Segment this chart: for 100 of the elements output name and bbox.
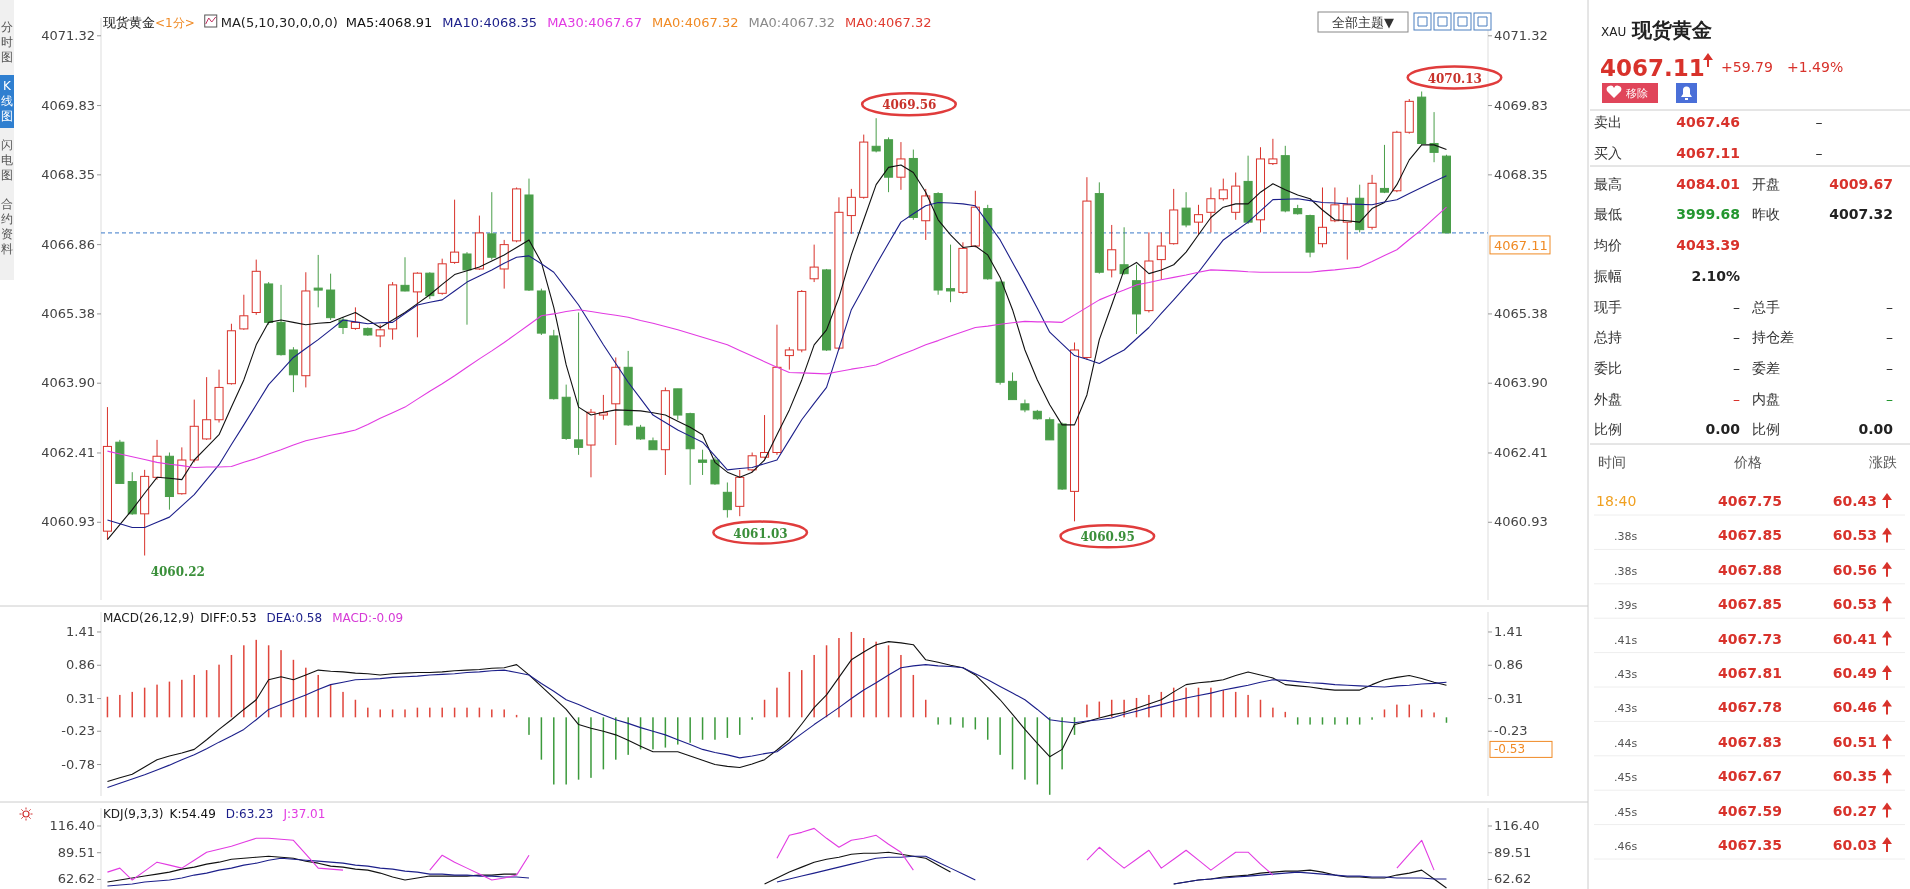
candlestick xyxy=(1330,187,1340,223)
text: .45s xyxy=(1614,805,1638,819)
text: MA30:4067.67 xyxy=(547,15,642,30)
y-tick-label: 4068.35 xyxy=(41,166,95,182)
text: 4084.01 xyxy=(1676,176,1740,192)
text: 买入 xyxy=(1594,145,1622,161)
text: K线图 xyxy=(1,79,13,123)
text: 60.56 xyxy=(1832,561,1877,578)
y2-tick-label: 0.31 xyxy=(1494,690,1523,706)
text: 闪电图 xyxy=(1,138,13,182)
text: 卖出 xyxy=(1594,114,1622,130)
text: .45s xyxy=(1614,771,1638,785)
text: – xyxy=(1886,329,1893,345)
candlestick xyxy=(896,141,906,191)
candlestick xyxy=(202,376,212,441)
text: 合约资料 xyxy=(1,197,13,256)
text: 4067.85 xyxy=(1718,527,1782,544)
annotation: 4070.13 xyxy=(1427,71,1482,86)
text: 涨跌 xyxy=(1869,454,1897,470)
candlestick xyxy=(350,306,360,331)
text: 60.51 xyxy=(1832,733,1877,750)
annotation: 4069.56 xyxy=(882,98,937,113)
text: 4067.73 xyxy=(1718,630,1782,647)
legend-title: MA(5,10,30,0,0,0) xyxy=(220,15,338,30)
y2-tick-label: 116.40 xyxy=(1494,817,1540,833)
annotation: 4061.03 xyxy=(733,526,788,541)
text: – xyxy=(1733,391,1740,407)
text: .41s xyxy=(1614,633,1638,647)
candlestick xyxy=(462,251,472,326)
candlestick xyxy=(784,346,794,371)
candlestick xyxy=(313,254,323,308)
candlestick xyxy=(946,244,956,303)
text: 4067.85 xyxy=(1718,596,1782,613)
text: 价格 xyxy=(1733,454,1762,470)
candlestick xyxy=(574,312,584,456)
text: 比例 xyxy=(1752,421,1780,437)
text: 比例 xyxy=(1594,421,1622,437)
annotation: 全部主题▼ xyxy=(1332,15,1394,30)
candlestick xyxy=(1379,144,1389,194)
text: 4067.78 xyxy=(1718,699,1782,716)
candlestick xyxy=(400,256,410,292)
text: 4043.39 xyxy=(1676,237,1740,253)
y2-tick-label: 89.51 xyxy=(1494,844,1532,860)
candlestick xyxy=(1156,231,1166,281)
text: +1.49% xyxy=(1787,59,1844,75)
text: 60.53 xyxy=(1832,596,1877,613)
candlestick xyxy=(1268,138,1278,166)
text: 3999.68 xyxy=(1676,206,1740,222)
text: 委比 xyxy=(1594,360,1622,376)
text: 振幅 xyxy=(1594,268,1622,284)
candlestick xyxy=(1107,224,1117,278)
text: 现货黄金 xyxy=(1631,18,1713,42)
text: – xyxy=(1886,299,1893,315)
text: 2.10% xyxy=(1691,268,1740,284)
text: -0.53 xyxy=(1494,742,1526,757)
text: XAU xyxy=(1601,25,1627,39)
chart-title: 现货黄金 xyxy=(103,15,155,30)
candlestick xyxy=(747,452,757,473)
text: MA5:4068.91 xyxy=(345,15,433,30)
y-tick-label: 4062.41 xyxy=(41,444,95,460)
y-tick-label: 62.62 xyxy=(57,871,95,887)
text: 60.03 xyxy=(1832,837,1877,853)
text: 移除 xyxy=(1626,87,1648,100)
text: 均价 xyxy=(1593,237,1622,253)
text: 4009.67 xyxy=(1829,176,1893,192)
candlestick xyxy=(450,199,460,265)
text: 时间 xyxy=(1598,454,1626,470)
text: 18:40 xyxy=(1596,493,1637,509)
text: – xyxy=(1815,114,1823,130)
text: – xyxy=(1886,391,1893,407)
y-tick-label: 116.40 xyxy=(49,817,95,833)
y2-tick-label: 62.62 xyxy=(1494,871,1532,887)
text: – xyxy=(1733,329,1740,345)
text: .44s xyxy=(1614,736,1638,750)
candlestick xyxy=(1218,178,1228,202)
candlestick xyxy=(722,481,732,519)
candlestick xyxy=(412,271,422,338)
y2-tick-label: -0.23 xyxy=(1494,723,1528,739)
text: 60.35 xyxy=(1832,768,1877,785)
y-tick-label: 0.86 xyxy=(66,657,95,673)
text: 开盘 xyxy=(1752,176,1780,192)
text: .38s xyxy=(1614,530,1638,544)
candlestick xyxy=(1045,416,1055,441)
candlestick xyxy=(809,244,819,283)
text: 内盘 xyxy=(1752,391,1780,407)
y2-tick-label: 4071.32 xyxy=(1494,27,1548,43)
text: 现手 xyxy=(1594,299,1622,315)
series-label: J:37.01 xyxy=(282,807,326,821)
text: 60.41 xyxy=(1832,630,1877,647)
text: 4067.75 xyxy=(1718,493,1782,509)
text: 外盘 xyxy=(1594,391,1622,407)
text: 持仓差 xyxy=(1752,329,1794,345)
candlestick xyxy=(760,414,770,460)
line-series xyxy=(106,664,1448,789)
y-tick-label: 4069.83 xyxy=(41,97,95,113)
candlestick xyxy=(375,324,385,348)
text: – xyxy=(1815,145,1823,161)
text: MA10:4068.35 xyxy=(442,15,538,30)
text: .43s xyxy=(1614,668,1638,681)
text: .38s xyxy=(1614,564,1638,578)
